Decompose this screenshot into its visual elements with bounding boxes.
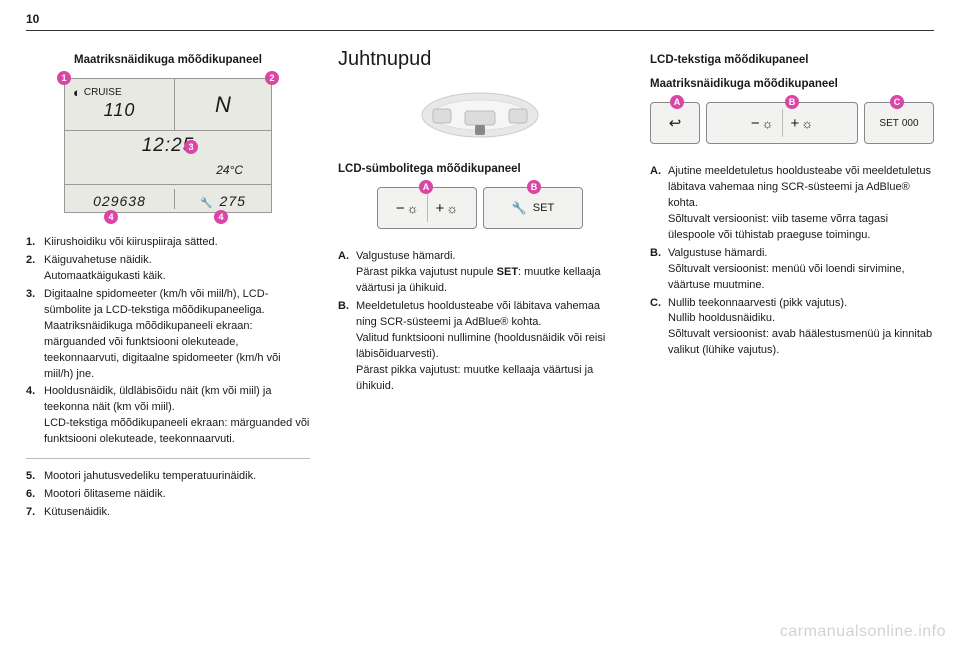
marker-c: C [890,95,904,109]
col1-list-2: 5.Mootori jahutusvedeliku temperatuurinä… [26,469,310,521]
col2-list: A.Valgustuse hämardi.Pärast pikka vajutu… [338,249,622,394]
col1-list: 1.Kiirushoidiku või kiiruspiiraja sätted… [26,235,310,448]
watermark: carmanualsonline.info [780,623,946,641]
cruise-value: 110 [73,100,166,121]
cruise-label: ◐CRUISE [73,85,166,100]
steering-wheel-graphic [415,85,545,145]
content-columns: Maatriksnäidikuga mõõdikupaneel ◐CRUISE … [26,48,934,621]
marker-b: B [527,180,541,194]
list-item: 7.Kütusenäidik. [26,505,310,521]
column-1: Maatriksnäidikuga mõõdikupaneel ◐CRUISE … [26,48,310,621]
marker-4a: 4 [104,210,118,224]
marker-4b: 4 [214,210,228,224]
clock-value: 12:25 [73,135,263,157]
list-item: A.Valgustuse hämardi.Pärast pikka vajutu… [338,249,622,297]
list-item: 6.Mootori õlitaseme näidik. [26,487,310,503]
page-number: 10 [26,12,39,26]
column-3: LCD-tekstiga mõõdikupaneel Maatriksnäidi… [650,48,934,621]
column-2: Juhtnupud LCD-sümbolitega mõõdikupaneel … [338,48,622,621]
odometer-value: 029638 [65,189,175,209]
marker-a: A [419,180,433,194]
list-item: 3.Digitaalne spidomeeter (km/h või miil/… [26,287,310,383]
matrix-display-mockup: ◐CRUISE 110 N 12:25 24°C 029638 275 [64,78,272,213]
list-item: C.Nullib teekonnaarvesti (pikk vajutus).… [650,296,934,360]
list-item: 4.Hooldusnäidik, üldläbisõidu näit (km v… [26,384,310,448]
trip-value: 275 [175,189,271,209]
marker-3: 3 [184,140,198,154]
separator [26,458,310,459]
compass-indicator: N [175,79,271,130]
brightness-buttons: − + [706,102,858,144]
list-item: B.Meeldetuletus hooldusteabe või läbitav… [338,299,622,395]
list-item: B.Valgustuse hämardi.Sõltuvalt versiooni… [650,246,934,294]
col3-list: A.Ajutine meeldetuletus hooldusteabe või… [650,164,934,359]
marker-a: A [670,95,684,109]
marker-2: 2 [265,71,279,85]
col2-title: Juhtnupud [338,48,622,71]
col2-subtitle: LCD-sümbolitega mõõdikupaneel [338,163,622,175]
list-item: A.Ajutine meeldetuletus hooldusteabe või… [650,164,934,244]
lcd-symbol-panel: − + 🔧 SET [375,187,585,229]
marker-b: B [785,95,799,109]
list-item: 1.Kiirushoidiku või kiiruspiiraja sätted… [26,235,310,251]
col3-title2: Maatriksnäidikuga mõõdikupaneel [650,78,934,90]
col3-title1: LCD-tekstiga mõõdikupaneel [650,54,934,66]
list-item: 5.Mootori jahutusvedeliku temperatuurinä… [26,469,310,485]
marker-1: 1 [57,71,71,85]
top-rule [26,30,934,31]
list-item: 2.Käiguvahetuse näidik.Automaatkäigukast… [26,253,310,285]
col1-title: Maatriksnäidikuga mõõdikupaneel [26,54,310,66]
temp-value: 24°C [73,163,263,177]
